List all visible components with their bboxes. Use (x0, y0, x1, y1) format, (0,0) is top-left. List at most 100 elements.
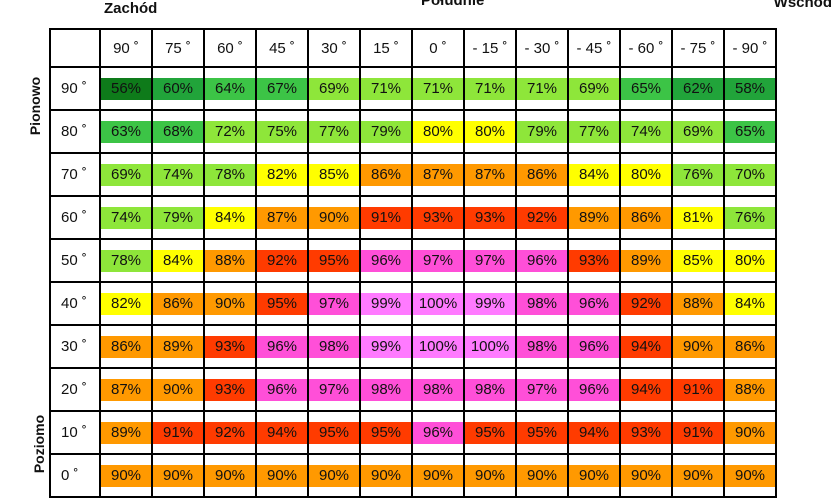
column-header: - 30 ˚ (515, 28, 569, 68)
cell-value: 90% (673, 335, 723, 358)
heatmap-cell: 92% (619, 281, 673, 326)
cell-value: 91% (673, 378, 723, 401)
cell-value: 75% (257, 120, 307, 143)
heatmap-cell: 87% (255, 195, 309, 240)
cell-value: 70% (725, 163, 775, 186)
cell-value: 86% (517, 163, 567, 186)
table-row: 40 ˚ 82% 86% 90% 95% 97% 99% 100% 99% 98% 96% 92% 88… (49, 281, 777, 326)
heatmap-cell: 84% (567, 152, 621, 197)
south-label: Południe (421, 0, 485, 9)
cell-value: 84% (569, 163, 619, 186)
heatmap-cell: 91% (151, 410, 205, 455)
heatmap-cell: 90% (307, 453, 361, 498)
cell-value: 91% (673, 421, 723, 444)
horizontal-axis-label: Poziomo (31, 414, 48, 474)
heatmap-cell: 70% (723, 152, 777, 197)
east-label: Wschód (773, 0, 832, 11)
cell-value: 80% (621, 163, 671, 186)
cell-value: 96% (257, 378, 307, 401)
cell-value: 79% (361, 120, 411, 143)
cell-value: 67% (257, 77, 307, 100)
cell-value: 100% (413, 335, 463, 358)
heatmap-cell: 56% (99, 66, 153, 111)
heatmap-cell: 72% (203, 109, 257, 154)
cell-value: 98% (413, 378, 463, 401)
cell-value: 97% (309, 292, 359, 315)
cell-value: 96% (361, 249, 411, 272)
cell-value: 96% (569, 378, 619, 401)
cell-value: 90% (413, 464, 463, 487)
cell-value: 90% (465, 464, 515, 487)
cell-value: 90% (361, 464, 411, 487)
heatmap-cell: 93% (463, 195, 517, 240)
cell-value: 86% (153, 292, 203, 315)
cell-value: 69% (101, 163, 151, 186)
cell-value: 58% (725, 77, 775, 100)
row-header: 90 ˚ (49, 66, 101, 111)
heatmap-cell: 95% (255, 281, 309, 326)
table-row: 50 ˚ 78% 84% 88% 92% 95% 96% 97% 97% 96% 93% 89% 85%… (49, 238, 777, 283)
cell-value: 93% (569, 249, 619, 272)
column-header: 75 ˚ (151, 28, 205, 68)
heatmap-cell: 65% (723, 109, 777, 154)
column-header: - 15 ˚ (463, 28, 517, 68)
row-header: 10 ˚ (49, 410, 101, 455)
row-header: 30 ˚ (49, 324, 101, 369)
row-header: 50 ˚ (49, 238, 101, 283)
heatmap-cell: 94% (567, 410, 621, 455)
cell-value: 89% (569, 206, 619, 229)
heatmap-cell: 60% (151, 66, 205, 111)
heatmap-cell: 90% (671, 453, 725, 498)
heatmap-cell: 78% (203, 152, 257, 197)
cell-value: 71% (465, 77, 515, 100)
heatmap-cell: 95% (307, 238, 361, 283)
corner-cell (49, 28, 101, 68)
cell-value: 80% (465, 120, 515, 143)
cell-value: 96% (413, 421, 463, 444)
column-header: 0 ˚ (411, 28, 465, 68)
column-header: 45 ˚ (255, 28, 309, 68)
cell-value: 65% (725, 120, 775, 143)
column-header: - 45 ˚ (567, 28, 621, 68)
cell-value: 87% (465, 163, 515, 186)
heatmap-cell: 89% (567, 195, 621, 240)
cell-value: 74% (153, 163, 203, 186)
cell-value: 87% (257, 206, 307, 229)
heatmap-cell: 80% (723, 238, 777, 283)
heatmap-cell: 98% (515, 324, 569, 369)
cell-value: 84% (153, 249, 203, 272)
cell-value: 72% (205, 120, 255, 143)
table-row: 30 ˚ 86% 89% 93% 96% 98% 99% 100% 100% 98% 96% 94% 9… (49, 324, 777, 369)
heatmap-cell: 87% (463, 152, 517, 197)
heatmap-cell: 79% (515, 109, 569, 154)
cell-value: 95% (309, 249, 359, 272)
cell-value: 69% (673, 120, 723, 143)
cell-value: 81% (673, 206, 723, 229)
cell-value: 92% (517, 206, 567, 229)
cell-value: 90% (569, 464, 619, 487)
cell-value: 60% (153, 77, 203, 100)
cell-value: 93% (205, 378, 255, 401)
heatmap-cell: 95% (515, 410, 569, 455)
heatmap-cell: 63% (99, 109, 153, 154)
heatmap-cell: 68% (151, 109, 205, 154)
heatmap-cell: 99% (359, 281, 413, 326)
table-row: 90 ˚ 56% 60% 64% 67% 69% 71% 71% 71% 71% 69% 65% 62%… (49, 66, 777, 111)
cell-value: 84% (725, 292, 775, 315)
cell-value: 77% (569, 120, 619, 143)
row-header: 80 ˚ (49, 109, 101, 154)
heatmap-cell: 79% (359, 109, 413, 154)
cell-value: 76% (673, 163, 723, 186)
heatmap-cell: 98% (463, 367, 517, 412)
column-header: 60 ˚ (203, 28, 257, 68)
cell-value: 89% (153, 335, 203, 358)
cell-value: 90% (673, 464, 723, 487)
heatmap-cell: 71% (359, 66, 413, 111)
heatmap-cell: 90% (463, 453, 517, 498)
heatmap-cell: 80% (411, 109, 465, 154)
cell-value: 64% (205, 77, 255, 100)
heatmap-cell: 90% (307, 195, 361, 240)
cell-value: 85% (309, 163, 359, 186)
cell-value: 56% (101, 77, 151, 100)
cell-value: 88% (725, 378, 775, 401)
